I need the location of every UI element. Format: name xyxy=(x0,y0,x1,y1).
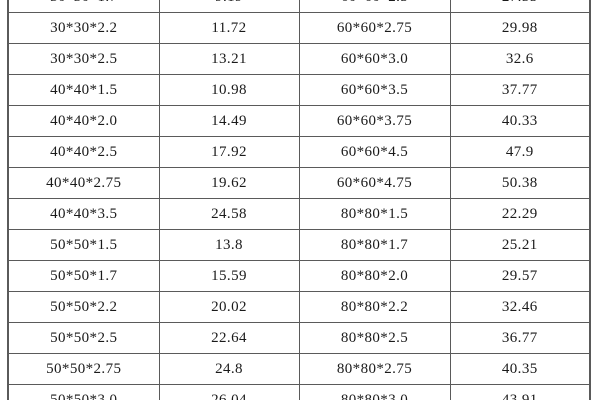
table-cell-weight_b: 29.57 xyxy=(449,260,591,292)
table-cell-weight_a: 11.72 xyxy=(158,12,300,44)
table-body: 30*30*1.79.1960*60*2.527.3530*30*2.211.7… xyxy=(7,0,591,400)
table-cell-spec_b: 60*60*4.5 xyxy=(298,136,451,168)
table-cell-spec_a: 40*40*2.5 xyxy=(7,136,160,168)
table-cell-spec_b: 80*80*3.0 xyxy=(298,384,451,400)
table-cell-weight_a: 9.19 xyxy=(158,0,300,13)
table-cell-weight_a: 13.21 xyxy=(158,43,300,75)
table-cell-weight_b: 40.33 xyxy=(449,105,591,137)
table-cell-spec_b: 60*60*2.75 xyxy=(298,12,451,44)
table-cell-spec_a: 30*30*1.7 xyxy=(7,0,160,13)
table-cell-weight_a: 24.58 xyxy=(158,198,300,230)
table-row: 50*50*2.5 22.64 80*80*2.5 36.77 xyxy=(7,322,591,354)
table-cell-spec_b: 80*80*2.75 xyxy=(298,353,451,385)
table-cell-spec_a: 30*30*2.2 xyxy=(7,12,160,44)
table-cell-weight_b: 32.6 xyxy=(449,43,591,75)
table-cell-weight_b: 32.46 xyxy=(449,291,591,323)
table-cell-spec_b: 60*60*4.75 xyxy=(298,167,451,199)
table-cell-weight_a: 26.04 xyxy=(158,384,300,400)
table-cell-weight_a: 15.59 xyxy=(158,260,300,292)
table-row: 40*40*2.75 19.62 60*60*4.75 50.38 xyxy=(7,167,591,199)
table-cell-spec_a: 40*40*1.5 xyxy=(7,74,160,106)
table-cell-weight_b: 22.29 xyxy=(449,198,591,230)
table-cell-weight_a: 10.98 xyxy=(158,74,300,106)
table-cell-spec_b: 80*80*2.5 xyxy=(298,322,451,354)
table-row: 30*30*1.79.1960*60*2.527.35 xyxy=(7,0,591,13)
table-row: 40*40*2.5 17.92 60*60*4.5 47.9 xyxy=(7,136,591,168)
table-cell-spec_a: 30*30*2.5 xyxy=(7,43,160,75)
table-row: 50*50*2.2 20.02 80*80*2.2 32.46 xyxy=(7,291,591,323)
table-cell-weight_b: 29.98 xyxy=(449,12,591,44)
table-cell-spec_b: 60*60*2.5 xyxy=(298,0,451,13)
table-row: 50*50*1.5 13.8 80*80*1.7 25.21 xyxy=(7,229,591,261)
table-cell-spec_b: 80*80*1.5 xyxy=(298,198,451,230)
table-cell-spec_b: 60*60*3.5 xyxy=(298,74,451,106)
table-cell-weight_a: 22.64 xyxy=(158,322,300,354)
table-cell-weight_b: 37.77 xyxy=(449,74,591,106)
table-cell-weight_b: 43.91 xyxy=(449,384,591,400)
table-cell-weight_b: 36.77 xyxy=(449,322,591,354)
table-row: 40*40*1.5 10.98 60*60*3.5 37.77 xyxy=(7,74,591,106)
table-cell-spec_a: 40*40*2.75 xyxy=(7,167,160,199)
table-cell-spec_a: 50*50*3.0 xyxy=(7,384,160,400)
table-cell-weight_b: 50.38 xyxy=(449,167,591,199)
table-cell-spec_b: 80*80*2.2 xyxy=(298,291,451,323)
table-cell-spec_b: 60*60*3.75 xyxy=(298,105,451,137)
table-cell-weight_a: 24.8 xyxy=(158,353,300,385)
table-cell-weight_b: 27.35 xyxy=(449,0,591,13)
table-cell-spec_a: 50*50*1.7 xyxy=(7,260,160,292)
table-cell-weight_a: 17.92 xyxy=(158,136,300,168)
table-cell-spec_b: 80*80*1.7 xyxy=(298,229,451,261)
table-cell-spec_a: 40*40*3.5 xyxy=(7,198,160,230)
table-cell-spec_a: 50*50*2.75 xyxy=(7,353,160,385)
table-row: 50*50*1.7 15.59 80*80*2.0 29.57 xyxy=(7,260,591,292)
table-cell-spec_a: 50*50*2.5 xyxy=(7,322,160,354)
table-cell-weight_a: 13.8 xyxy=(158,229,300,261)
table-row: 30*30*2.5 13.21 60*60*3.0 32.6 xyxy=(7,43,591,75)
table-cell-spec_b: 80*80*2.0 xyxy=(298,260,451,292)
table-cell-weight_a: 20.02 xyxy=(158,291,300,323)
table-cell-weight_a: 14.49 xyxy=(158,105,300,137)
table-row: 50*50*2.75 24.8 80*80*2.75 40.35 xyxy=(7,353,591,385)
table-cell-weight_b: 40.35 xyxy=(449,353,591,385)
table-cell-spec_a: 40*40*2.0 xyxy=(7,105,160,137)
table-cell-weight_a: 19.62 xyxy=(158,167,300,199)
table-cell-weight_b: 25.21 xyxy=(449,229,591,261)
table-cell-spec_b: 60*60*3.0 xyxy=(298,43,451,75)
specification-weight-table: 30*30*1.79.1960*60*2.527.3530*30*2.211.7… xyxy=(7,0,591,400)
table-row: 30*30*2.2 11.72 60*60*2.75 29.98 xyxy=(7,12,591,44)
table-cell-weight_b: 47.9 xyxy=(449,136,591,168)
table-row: 40*40*3.5 24.58 80*80*1.5 22.29 xyxy=(7,198,591,230)
table-row: 50*50*3.0 26.04 80*80*3.0 43.91 xyxy=(7,384,591,400)
table-cell-spec_a: 50*50*1.5 xyxy=(7,229,160,261)
table-row: 40*40*2.0 14.49 60*60*3.75 40.33 xyxy=(7,105,591,137)
table-cell-spec_a: 50*50*2.2 xyxy=(7,291,160,323)
